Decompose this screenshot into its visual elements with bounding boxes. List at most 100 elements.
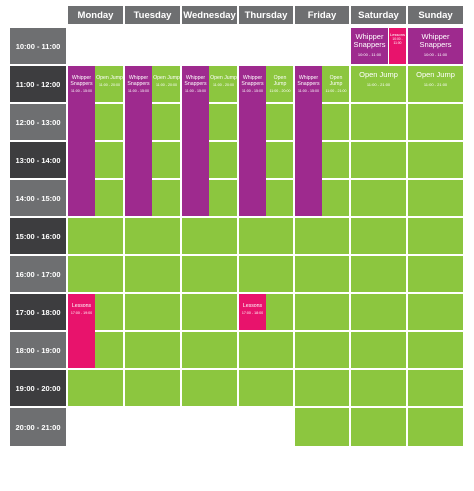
session-open-jump-thursday[interactable]: Open Jump 11:00 - 20:00	[267, 66, 293, 102]
session-title: Open Jump	[153, 75, 180, 81]
session-time: 17:00 - 19:00	[70, 311, 93, 315]
grid-cell	[295, 370, 349, 406]
session-lessons-saturday[interactable]: Lessons 10:00 - 11:00	[389, 28, 406, 64]
session-time: 11:00 - 20:00	[269, 89, 291, 93]
grid-cell	[125, 218, 180, 254]
session-whipper-snappers-monday[interactable]: Whipper Snappers 11:00 - 15:00	[68, 66, 95, 216]
grid-cell	[125, 294, 180, 330]
time-slot-label: 19:00 - 20:00	[10, 370, 66, 406]
day-header-thursday: Thursday	[239, 6, 293, 24]
session-time: 11:00 - 20:00	[213, 83, 234, 87]
session-title: Open Jump	[416, 70, 455, 79]
session-time: 11:00 - 20:00	[99, 83, 120, 87]
grid-cell	[408, 294, 463, 330]
grid-cell	[182, 332, 237, 368]
grid-cell	[239, 218, 293, 254]
session-title: Open Jump	[273, 75, 287, 87]
grid-cell	[351, 218, 406, 254]
time-slot-label: 14:00 - 15:00	[10, 180, 66, 216]
grid-cell	[408, 256, 463, 292]
grid-cell	[125, 256, 180, 292]
time-slot-label: 18:00 - 19:00	[10, 332, 66, 368]
grid-cell	[239, 370, 293, 406]
grid-cell	[182, 218, 237, 254]
session-title: Whipper Snappers	[127, 75, 150, 87]
session-title: Lessons	[390, 32, 405, 37]
grid-cell	[182, 294, 237, 330]
session-open-jump-wednesday[interactable]: Open Jump 11:00 - 20:00	[210, 66, 237, 102]
time-slot-label: 13:00 - 14:00	[10, 142, 66, 178]
grid-cell	[351, 142, 406, 178]
session-title: Whipper Snappers	[70, 75, 93, 87]
day-header-sunday: Sunday	[408, 6, 463, 24]
grid-cell	[239, 256, 293, 292]
session-time: 11:00 - 21:00	[325, 89, 347, 93]
day-header-saturday: Saturday	[351, 6, 406, 24]
session-title: Whipper Snappers	[241, 75, 264, 87]
grid-cell	[182, 256, 237, 292]
day-header-wednesday: Wednesday	[182, 6, 237, 24]
session-whipper-snappers-wednesday[interactable]: Whipper Snappers 11:00 - 15:00	[182, 66, 209, 216]
grid-cell	[68, 370, 123, 406]
grid-cell	[408, 104, 463, 140]
session-time: 11:00 - 15:00	[242, 89, 263, 93]
grid-cell	[295, 408, 349, 446]
session-time: 11:00 - 15:00	[185, 89, 206, 93]
session-time: 11:00 - 21:00	[423, 82, 448, 87]
grid-cell	[295, 294, 349, 330]
session-whipper-snappers-saturday[interactable]: Whipper Snappers 10:00 - 11:00	[351, 28, 388, 64]
time-slot-label: 20:00 - 21:00	[10, 408, 66, 446]
session-title: Open Jump	[359, 70, 398, 79]
session-title: Whipper Snappers	[419, 32, 452, 49]
grid-cell	[125, 332, 180, 368]
session-time: 11:00 - 21:00	[366, 82, 391, 87]
session-time: 11:00 - 15:00	[128, 89, 149, 93]
session-lessons-thursday[interactable]: Lessons 17:00 - 18:00	[239, 294, 266, 330]
grid-cell	[182, 370, 237, 406]
session-time: 11:00 - 20:00	[156, 83, 177, 87]
session-open-jump-saturday[interactable]: Open Jump 11:00 - 21:00	[351, 66, 406, 102]
grid-cell	[351, 294, 406, 330]
session-time: 10:00 - 11:00	[357, 52, 382, 57]
session-title: Lessons	[242, 303, 263, 309]
grid-cell	[408, 218, 463, 254]
time-slot-label: 16:00 - 17:00	[10, 256, 66, 292]
time-slot-label: 12:00 - 13:00	[10, 104, 66, 140]
session-title: Whipper Snappers	[297, 75, 320, 87]
session-lessons-monday[interactable]: Lessons 17:00 - 19:00	[68, 294, 95, 368]
grid-cell	[351, 256, 406, 292]
grid-cell	[408, 142, 463, 178]
session-time: 11:00 - 15:00	[298, 89, 319, 93]
time-slot-label: 11:00 - 12:00	[10, 66, 66, 102]
grid-cell	[351, 370, 406, 406]
session-open-jump-friday[interactable]: Open Jump 11:00 - 21:00	[323, 66, 349, 102]
grid-cell	[68, 218, 123, 254]
session-title: Open Jump	[329, 75, 343, 87]
grid-cell	[351, 408, 406, 446]
time-slot-label: 17:00 - 18:00	[10, 294, 66, 330]
grid-cell	[408, 332, 463, 368]
day-header-tuesday: Tuesday	[125, 6, 180, 24]
session-title: Open Jump	[210, 75, 237, 81]
day-header-friday: Friday	[295, 6, 349, 24]
session-title: Lessons	[71, 303, 92, 309]
grid-cell	[239, 332, 293, 368]
day-header-monday: Monday	[68, 6, 123, 24]
session-whipper-snappers-friday[interactable]: Whipper Snappers 11:00 - 15:00	[295, 66, 322, 216]
session-open-jump-monday[interactable]: Open Jump 11:00 - 20:00	[96, 66, 123, 102]
session-whipper-snappers-tuesday[interactable]: Whipper Snappers 11:00 - 15:00	[125, 66, 152, 216]
session-title: Open Jump	[96, 75, 123, 81]
session-title: Whipper Snappers	[353, 32, 386, 49]
grid-cell	[295, 332, 349, 368]
session-whipper-snappers-thursday[interactable]: Whipper Snappers 11:00 - 15:00	[239, 66, 266, 216]
grid-cell	[351, 104, 406, 140]
grid-cell	[68, 256, 123, 292]
session-whipper-snappers-sunday[interactable]: Whipper Snappers 10:00 - 11:00	[408, 28, 463, 64]
session-open-jump-sunday[interactable]: Open Jump 11:00 - 21:00	[408, 66, 463, 102]
session-open-jump-tuesday[interactable]: Open Jump 11:00 - 20:00	[153, 66, 180, 102]
grid-cell	[125, 370, 180, 406]
session-time: 10:00 - 11:00	[392, 37, 403, 45]
time-slot-label: 15:00 - 16:00	[10, 218, 66, 254]
grid-cell	[295, 218, 349, 254]
session-time: 11:00 - 15:00	[71, 89, 92, 93]
